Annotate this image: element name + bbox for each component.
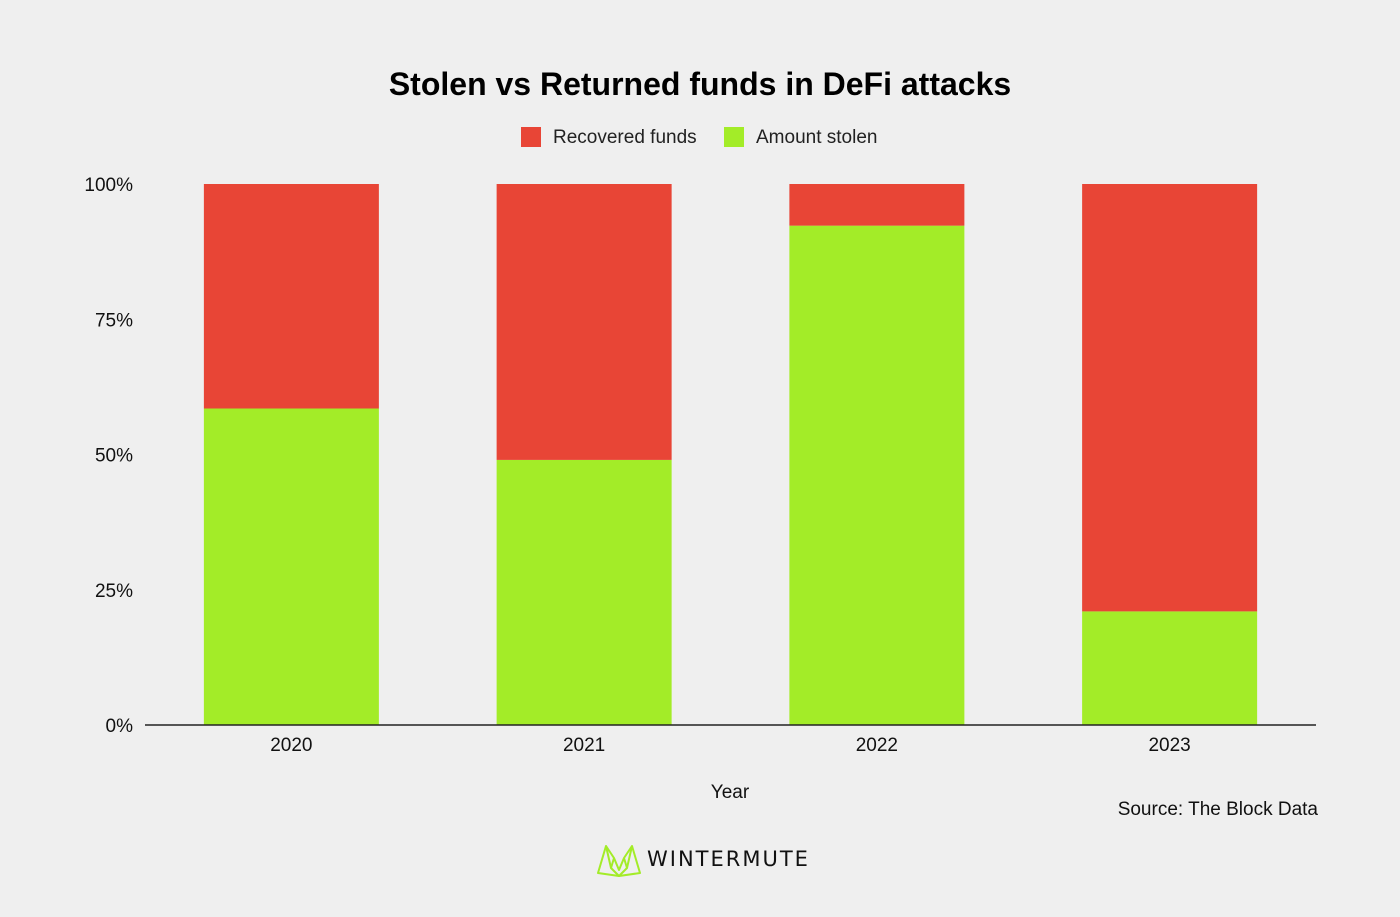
wintermute-logo-icon — [597, 845, 641, 877]
bar-recovered-funds-2020 — [203, 184, 379, 409]
y-tick-label: 0% — [106, 716, 134, 737]
legend-swatch-recovered-funds — [521, 127, 541, 147]
y-axis: 0% 25% 50% 75% 100% — [84, 175, 133, 737]
x-axis-title: Year — [711, 782, 750, 803]
y-tick-label: 50% — [95, 446, 133, 467]
bars — [203, 184, 1258, 726]
brand-name: WINTERMUTE — [647, 847, 810, 871]
x-tick-label: 2021 — [563, 735, 605, 756]
legend: Recovered funds Amount stolen — [521, 127, 877, 148]
x-tick-label: 2020 — [270, 735, 312, 756]
legend-swatch-amount-stolen — [724, 127, 744, 147]
y-tick-label: 100% — [84, 175, 133, 196]
x-axis: 2020 2021 2022 2023 — [270, 735, 1191, 756]
legend-label-amount-stolen: Amount stolen — [756, 127, 877, 148]
bar-recovered-funds-2021 — [496, 184, 672, 460]
bar-recovered-funds-2022 — [789, 184, 965, 226]
x-tick-label: 2022 — [856, 735, 898, 756]
bar-amount-stolen-2022 — [789, 225, 965, 726]
y-tick-label: 75% — [95, 310, 133, 331]
source-note: Source: The Block Data — [1118, 799, 1319, 820]
x-tick-label: 2023 — [1148, 735, 1190, 756]
bar-amount-stolen-2023 — [1082, 611, 1258, 725]
y-tick-label: 25% — [95, 581, 133, 602]
chart-title: Stolen vs Returned funds in DeFi attacks — [389, 66, 1011, 102]
bar-recovered-funds-2023 — [1082, 184, 1258, 612]
legend-label-recovered-funds: Recovered funds — [553, 127, 697, 148]
bar-amount-stolen-2020 — [203, 408, 379, 725]
bar-amount-stolen-2021 — [496, 459, 672, 725]
